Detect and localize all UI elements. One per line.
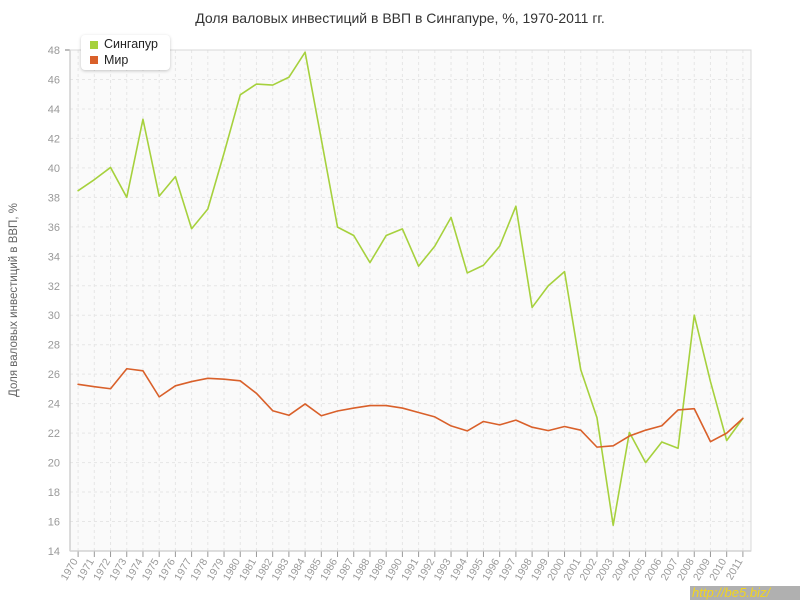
- svg-text:2010: 2010: [707, 556, 729, 582]
- svg-text:26: 26: [48, 369, 60, 381]
- svg-text:48: 48: [48, 45, 60, 57]
- svg-text:36: 36: [48, 222, 60, 234]
- svg-text:28: 28: [48, 340, 60, 352]
- svg-text:44: 44: [48, 104, 60, 116]
- svg-text:14: 14: [48, 546, 60, 558]
- svg-text:16: 16: [48, 517, 60, 529]
- svg-text:2011: 2011: [724, 556, 746, 582]
- svg-text:38: 38: [48, 192, 60, 204]
- svg-text:18: 18: [48, 487, 60, 499]
- svg-text:24: 24: [48, 399, 60, 411]
- svg-text:22: 22: [48, 428, 60, 440]
- svg-text:34: 34: [48, 251, 60, 263]
- svg-text:30: 30: [48, 310, 60, 322]
- svg-text:40: 40: [48, 163, 60, 175]
- svg-text:46: 46: [48, 74, 60, 86]
- svg-text:42: 42: [48, 133, 60, 145]
- svg-text:20: 20: [48, 458, 60, 470]
- svg-text:32: 32: [48, 281, 60, 293]
